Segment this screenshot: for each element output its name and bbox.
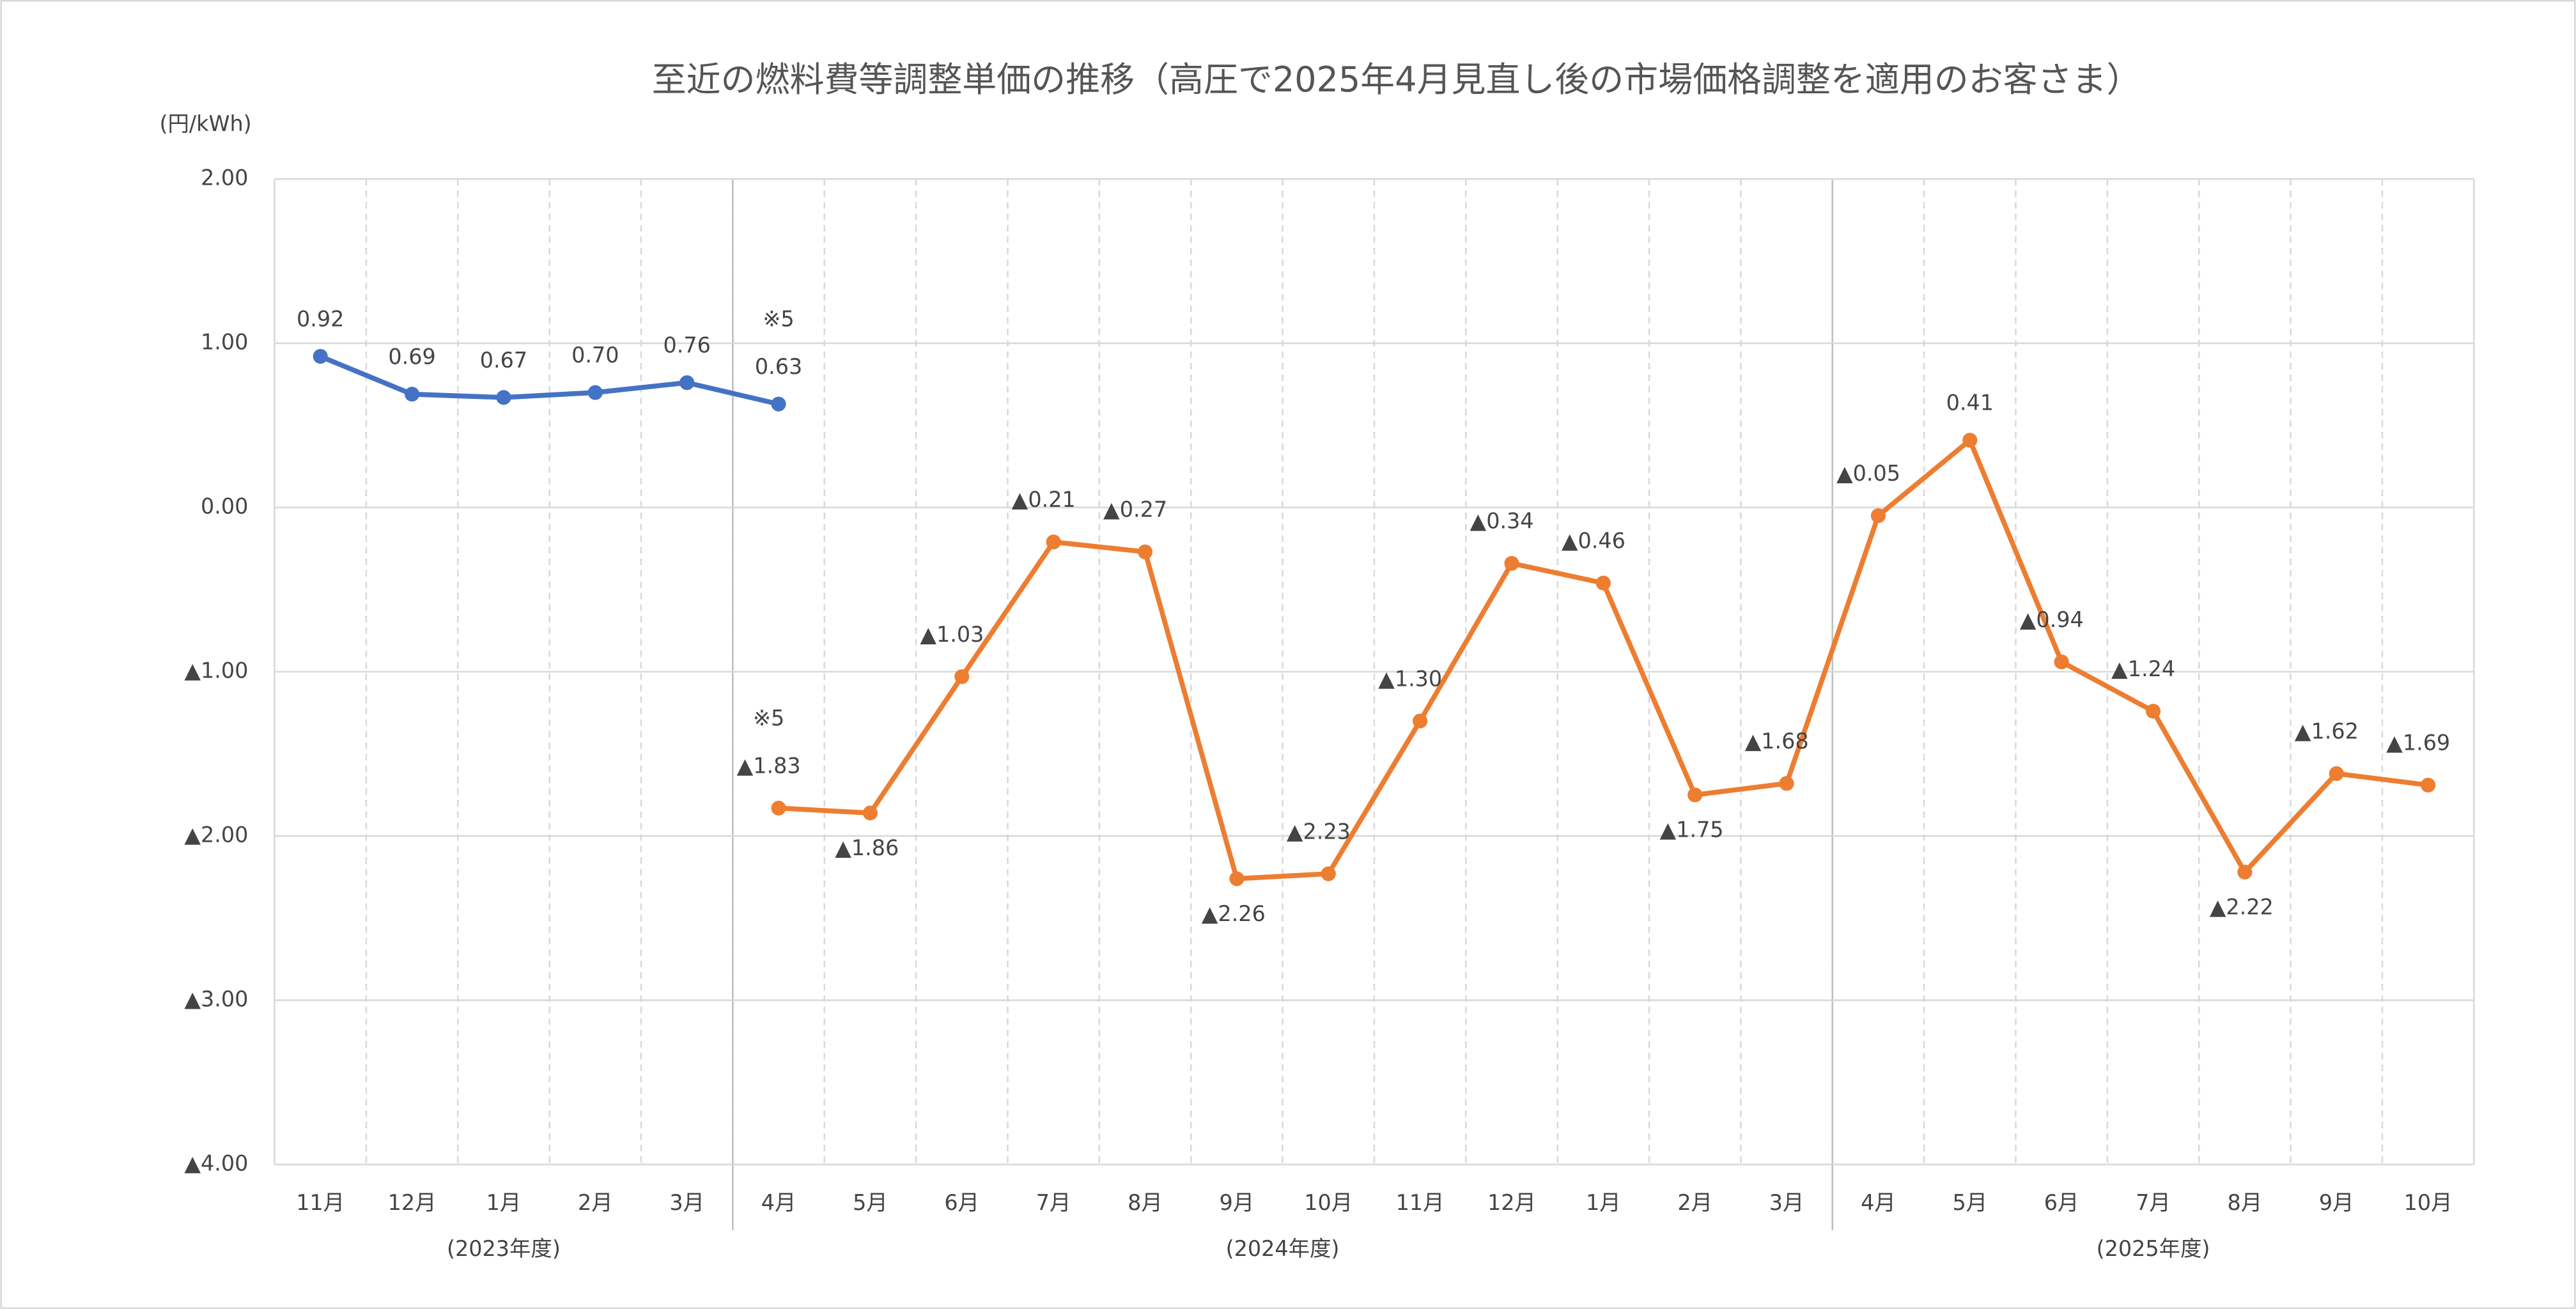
x-tick-label: 8月: [2228, 1190, 2263, 1215]
data-point: [405, 387, 420, 402]
data-label: 0.41: [1946, 391, 1994, 415]
data-label: ▲1.83: [737, 754, 801, 778]
data-label: 0.69: [388, 345, 435, 369]
data-point: [313, 349, 328, 364]
data-point: [771, 800, 786, 816]
data-label: 0.92: [297, 307, 344, 332]
data-point: [2237, 864, 2253, 880]
x-tick-label: 11月: [296, 1190, 345, 1215]
data-label: ▲0.34: [1470, 509, 1534, 534]
x-tick-label: 9月: [2319, 1190, 2354, 1215]
data-point: [1504, 555, 1519, 571]
x-tick-label: 3月: [669, 1190, 704, 1215]
x-tick-label: 10月: [2404, 1190, 2453, 1215]
data-label: ▲0.46: [1562, 528, 1626, 553]
y-tick-label: 1.00: [201, 330, 248, 355]
data-label: 0.63: [755, 354, 802, 379]
data-point: [1688, 787, 1703, 803]
x-tick-label: 3月: [1769, 1190, 1804, 1215]
x-tick-label: 1月: [1586, 1190, 1621, 1215]
data-point: [1321, 866, 1336, 881]
data-label: ▲1.75: [1660, 817, 1724, 842]
data-point: [1137, 544, 1153, 559]
chart-title: 至近の燃料費等調整単価の推移（高圧で2025年4月見直し後の市場価格調整を適用の…: [652, 59, 2141, 100]
data-label: ▲1.86: [835, 835, 899, 860]
x-tick-label: 9月: [1220, 1190, 1255, 1215]
data-point: [2421, 777, 2436, 793]
data-point: [2054, 654, 2069, 670]
data-label: ▲1.24: [2111, 656, 2175, 681]
y-axis-label: (円/kWh): [160, 111, 252, 136]
y-tick-label: 0.00: [201, 494, 248, 519]
x-tick-label: 8月: [1128, 1190, 1163, 1215]
x-tick-label: 4月: [1861, 1190, 1896, 1215]
data-label: ▲2.26: [1202, 901, 1266, 926]
x-tick-label: 12月: [1487, 1190, 1536, 1215]
x-tick-label: 6月: [944, 1190, 979, 1215]
data-label: ▲0.21: [1012, 487, 1076, 512]
data-point: [1779, 776, 1794, 791]
data-label: ▲1.68: [1745, 729, 1809, 754]
group-label: (2025年度): [2097, 1236, 2210, 1261]
annotation: ※5: [753, 706, 784, 731]
data-point: [771, 396, 786, 412]
data-point: [1962, 433, 1978, 448]
x-tick-label: 5月: [1952, 1190, 1987, 1215]
data-point: [2329, 766, 2344, 781]
x-tick-label: 4月: [761, 1190, 796, 1215]
data-label: ▲1.03: [920, 622, 984, 647]
data-label: ▲1.69: [2386, 731, 2450, 755]
x-tick-label: 2月: [578, 1190, 613, 1215]
data-label: ▲2.22: [2210, 895, 2274, 920]
x-tick-label: 1月: [486, 1190, 522, 1215]
data-point: [1413, 713, 1428, 729]
data-label: ▲1.62: [2295, 719, 2359, 744]
x-tick-label: 12月: [388, 1190, 437, 1215]
y-tick-label: ▲3.00: [184, 986, 248, 1011]
x-tick-label: 5月: [853, 1190, 888, 1215]
data-label: ▲0.05: [1836, 461, 1900, 486]
y-tick-label: ▲2.00: [184, 822, 248, 847]
data-label: ▲2.23: [1287, 819, 1351, 844]
data-point: [1046, 534, 1061, 550]
x-tick-label: 2月: [1677, 1190, 1712, 1215]
data-point: [2145, 704, 2161, 719]
x-tick-label: 10月: [1304, 1190, 1353, 1215]
data-label: ▲1.30: [1378, 666, 1442, 691]
data-point: [496, 390, 511, 405]
data-label: 0.76: [663, 333, 710, 358]
data-label: 0.67: [480, 348, 527, 373]
x-tick-label: 6月: [2044, 1190, 2079, 1215]
data-point: [1595, 575, 1611, 591]
x-tick-label: 7月: [1036, 1190, 1071, 1215]
y-tick-label: ▲4.00: [184, 1150, 248, 1175]
annotation: ※5: [763, 307, 794, 332]
data-point: [1229, 871, 1245, 887]
data-label: ▲0.27: [1103, 497, 1167, 522]
y-tick-label: 2.00: [201, 166, 248, 190]
data-label: 0.70: [571, 343, 619, 368]
data-point: [1870, 508, 1886, 523]
data-point: [954, 669, 970, 685]
data-label: ▲0.94: [2020, 607, 2084, 632]
series-line: [319, 354, 779, 407]
data-point: [587, 385, 603, 400]
group-label: (2024年度): [1226, 1236, 1340, 1261]
group-label: (2023年度): [447, 1236, 561, 1261]
y-tick-label: ▲1.00: [184, 658, 248, 683]
data-point: [679, 375, 695, 391]
x-tick-label: 7月: [2136, 1190, 2171, 1215]
x-tick-label: 11月: [1396, 1190, 1445, 1215]
data-point: [862, 805, 878, 821]
